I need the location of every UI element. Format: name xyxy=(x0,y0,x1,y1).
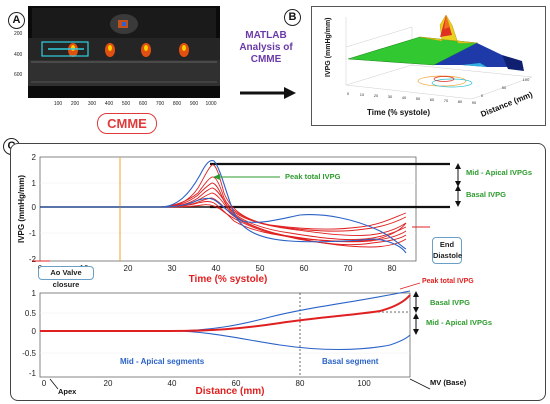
top-ytick-5: -2 xyxy=(29,255,37,264)
peak-pointer-arrowhead xyxy=(213,174,220,180)
bottom-ytick-3: 0 xyxy=(32,327,37,336)
panel-a-ytick-1: 200 xyxy=(14,31,23,37)
bottom-xlabel: Distance (mm) xyxy=(196,386,265,397)
panel-label-a: A xyxy=(8,12,25,29)
panel-a-xtick-8: 800 xyxy=(173,101,182,107)
panel-a-xtick-4: 400 xyxy=(105,101,114,107)
bottom-peak-pointer xyxy=(399,282,421,290)
end-diastole-tag: End Diastole xyxy=(432,237,462,264)
panel-b-ztick-3: 100 xyxy=(523,77,530,82)
panel-a-xtick-3: 300 xyxy=(88,101,97,107)
top-ytick-3: 0 xyxy=(32,203,37,212)
bottom-xtick-4: 60 xyxy=(232,379,241,388)
top-xtick-9: 80 xyxy=(388,264,397,273)
bottom-mid-apical-label: Mid - Apical IVPGs xyxy=(426,318,492,327)
bottom-xtick-3: 40 xyxy=(168,379,177,388)
bottom-xtick-2: 20 xyxy=(104,379,113,388)
top-ytick-2: 1 xyxy=(32,179,37,188)
bottom-xtick-5: 80 xyxy=(296,379,305,388)
basal-segment-label: Basal segment xyxy=(322,357,379,366)
top-ytick-4: -1 xyxy=(29,229,37,238)
panel-a-xtick-7: 700 xyxy=(156,101,165,107)
panel-b-xlabel: Time (% systole) xyxy=(367,108,430,117)
bottom-blue-lower xyxy=(40,330,411,351)
panel-a-ytick-2: 400 xyxy=(14,52,23,58)
top-xtick-5: 40 xyxy=(212,264,221,273)
top-xtick-3: 20 xyxy=(124,264,133,273)
panel-a-xticks: 100 200 300 400 500 600 700 800 900 1000 xyxy=(54,101,217,107)
bottom-arrowhead-up-1 xyxy=(413,291,419,297)
arrowhead-up-1 xyxy=(455,163,461,169)
basal-ivpg-label: Basal IVPG xyxy=(466,190,507,199)
panel-a-xtick-1: 100 xyxy=(54,101,63,107)
top-xlabel: Time (% systole) xyxy=(189,274,268,285)
bottom-arrowhead-down-2 xyxy=(413,329,419,335)
panel-b-ztick-1: 0 xyxy=(481,93,484,98)
ao-valve-closure-tag: Ao Valve closure xyxy=(38,266,94,289)
bottom-ytick-1: 1 xyxy=(32,289,37,298)
cmme-image-drawing xyxy=(28,6,220,98)
apex-label: Apex xyxy=(58,387,77,396)
top-ytick-1: 2 xyxy=(32,153,37,162)
arrowhead-down-2 xyxy=(455,201,461,207)
peak-total-ivpg-label: Peak total IVPG xyxy=(285,172,341,181)
bottom-peak-total-label: Peak total IVPG xyxy=(422,278,474,285)
panel-c xyxy=(10,143,546,401)
mid-apical-segments-label: Mid - Apical segments xyxy=(120,357,205,366)
cmme-ultrasound-image xyxy=(28,6,220,98)
bottom-ytick-2: 0.5 xyxy=(25,309,37,318)
panel-a-xtick-2: 200 xyxy=(71,101,80,107)
bottom-arrowhead-down-1 xyxy=(413,307,419,313)
mid-apical-ivpgs-label: Mid - Apical IVPGs xyxy=(466,168,532,177)
bottom-red-mean xyxy=(40,294,411,332)
panel-b-ztick-2: 50 xyxy=(502,85,507,90)
bottom-arrowhead-up-2 xyxy=(413,313,419,319)
panel-a-xtick-5: 500 xyxy=(122,101,131,107)
right-arrow-icon xyxy=(240,87,296,99)
bottom-xtick-6: 100 xyxy=(357,379,371,388)
blue-curve-upper xyxy=(40,159,407,254)
panel-label-b: B xyxy=(284,9,301,26)
bottom-ytick-4: -0.5 xyxy=(22,349,36,358)
top-plot-frame xyxy=(39,156,417,262)
panel-b-xtick-5: 40 xyxy=(402,95,407,100)
panel-a-ytick-3: 600 xyxy=(14,72,23,78)
arrowhead-down-1 xyxy=(455,181,461,187)
panel-c-charts: 2 1 0 -1 -2 0 10 20 30 40 50 60 70 80 IV… xyxy=(17,153,461,397)
panel-b-xtick-1: 0 xyxy=(347,91,350,96)
panel-a-xtick-6: 600 xyxy=(139,101,148,107)
panel-b-xtick-2: 10 xyxy=(360,92,365,97)
panel-b-xtick-8: 70 xyxy=(444,98,449,103)
matlab-analysis-text: MATLAB Analysis of CMME xyxy=(239,30,293,65)
top-ylabel: IVPG (mmHg/mm) xyxy=(17,175,26,243)
panel-b-xtick-7: 60 xyxy=(430,97,435,102)
apex-pointer xyxy=(49,378,59,390)
top-xtick-8: 70 xyxy=(344,264,353,273)
panel-a-xtick-10: 1000 xyxy=(205,101,216,107)
top-xtick-4: 30 xyxy=(168,264,177,273)
blue-curve-lower xyxy=(40,197,407,250)
panel-a-xtick-9: 900 xyxy=(190,101,199,107)
top-xtick-6: 50 xyxy=(256,264,265,273)
panel-b-zlabel: Distance (mm) xyxy=(479,90,534,119)
bottom-xtick-1: 0 xyxy=(42,379,47,388)
mv-base-pointer xyxy=(409,378,431,390)
panel-b-xtick-4: 30 xyxy=(388,94,393,99)
panel-b-xtick-10: 90 xyxy=(472,100,477,105)
panel-b-xtick-9: 80 xyxy=(458,99,463,104)
cmme-label: CMME xyxy=(97,113,157,134)
panel-b-xtick-3: 20 xyxy=(374,93,379,98)
bottom-basal-ivpg-label: Basal IVPG xyxy=(430,298,471,307)
panel-b-ylabel: IVPG (mmHg/mm) xyxy=(325,17,332,77)
surface-plot: IVPG (mmHg/mm) 0 10 20 30 40 50 60 70 80… xyxy=(325,14,534,119)
arrowhead-up-2 xyxy=(455,185,461,191)
bottom-blue-upper xyxy=(40,290,411,332)
top-xtick-7: 60 xyxy=(300,264,309,273)
bottom-ytick-5: -1 xyxy=(29,369,37,378)
panel-b-3d-surface: IVPG (mmHg/mm) 0 10 20 30 40 50 60 70 80… xyxy=(311,6,546,126)
mv-base-label: MV (Base) xyxy=(430,378,467,387)
panel-b-xtick-6: 50 xyxy=(416,96,421,101)
